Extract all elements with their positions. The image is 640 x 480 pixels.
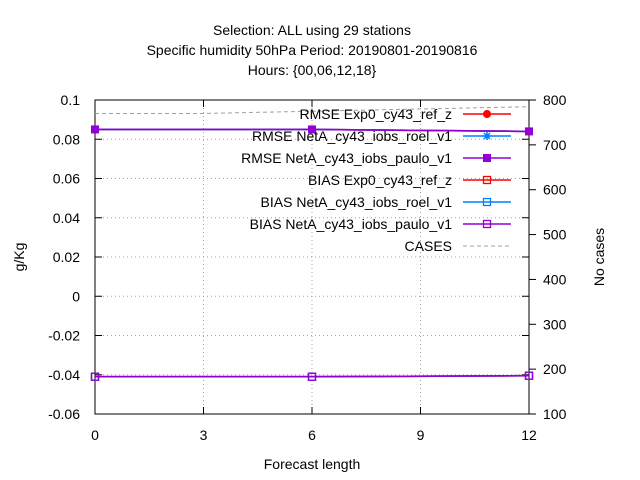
data-point: [524, 371, 534, 380]
legend-marker: [483, 132, 491, 140]
y-tick-label: 0.1: [61, 92, 81, 108]
legend-marker: [483, 154, 491, 162]
series-layer: [90, 106, 534, 381]
y-tick-label: 0: [72, 288, 80, 304]
series-line: [95, 374, 530, 378]
title-line: Selection: ALL using 29 stations: [213, 22, 411, 38]
legend-label: RMSE NetA_cy43_iobs_paulo_v1: [241, 150, 452, 166]
y-tick-label: -0.06: [48, 406, 80, 422]
y-axis-label: g/Kg: [11, 243, 27, 272]
y2-axis-label: No cases: [591, 228, 607, 286]
y-tick-label: 0.06: [53, 171, 80, 187]
y2-tick-label: 700: [543, 137, 567, 153]
x-axis-label: Forecast length: [264, 456, 361, 472]
legend-label: CASES: [405, 238, 452, 254]
x-tick-label: 6: [308, 427, 316, 443]
y-tick-label: -0.04: [48, 367, 80, 383]
y-tick-label: -0.02: [48, 328, 80, 344]
data-point: [525, 127, 533, 136]
y2-tick-label: 500: [543, 227, 567, 243]
y-tick-label: 0.08: [53, 131, 80, 147]
title-line: Hours: {00,06,12,18}: [248, 62, 377, 78]
series-2: [91, 125, 533, 136]
y-tick-label: 0.02: [53, 249, 80, 265]
data-point: [308, 125, 316, 134]
legend-marker: [482, 197, 492, 207]
x-tick-label: 9: [417, 427, 425, 443]
y2-tick-label: 600: [543, 182, 567, 198]
data-point: [307, 372, 317, 381]
title-line: Specific humidity 50hPa Period: 20190801…: [147, 42, 478, 58]
y-tick-label: 0.04: [53, 210, 80, 226]
data-point: [90, 372, 100, 381]
series-5: [90, 371, 534, 381]
legend-marker: [483, 110, 491, 118]
legend-label: BIAS Exp0_cy43_ref_z: [308, 172, 452, 188]
chart-title: Selection: ALL using 29 stations Specific…: [147, 22, 478, 78]
legend-label: RMSE Exp0_cy43_ref_z: [299, 106, 452, 122]
legend: RMSE Exp0_cy43_ref_z RMSE NetA_cy43_iobs_…: [241, 106, 511, 254]
legend-marker: [482, 175, 492, 185]
legend-label: RMSE NetA_cy43_iobs_roel_v1: [252, 128, 452, 144]
legend-label: BIAS NetA_cy43_iobs_paulo_v1: [250, 216, 453, 232]
y2-tick-label: 300: [543, 316, 567, 332]
legend-marker: [482, 219, 492, 229]
y2-tick-label: 800: [543, 92, 567, 108]
series-6: [95, 106, 530, 114]
grid: [95, 100, 529, 414]
data-point: [91, 125, 99, 134]
x-tick-label: 12: [521, 427, 537, 443]
y2-tick-label: 400: [543, 271, 567, 287]
x-tick-label: 0: [91, 427, 99, 443]
y2-axis-ticks: 100 200 300 400 500 600 700 800: [529, 92, 567, 422]
y-axis-ticks: -0.06 -0.04 -0.02 0 0.02 0.04 0.06 0.08 0.1: [48, 92, 529, 422]
y2-tick-label: 200: [543, 361, 567, 377]
x-tick-label: 3: [200, 427, 208, 443]
x-axis-ticks: 0 3 6 9 12: [91, 100, 537, 443]
legend-label: BIAS NetA_cy43_iobs_roel_v1: [261, 194, 453, 210]
y2-tick-label: 100: [543, 406, 567, 422]
series-line: [95, 106, 530, 114]
